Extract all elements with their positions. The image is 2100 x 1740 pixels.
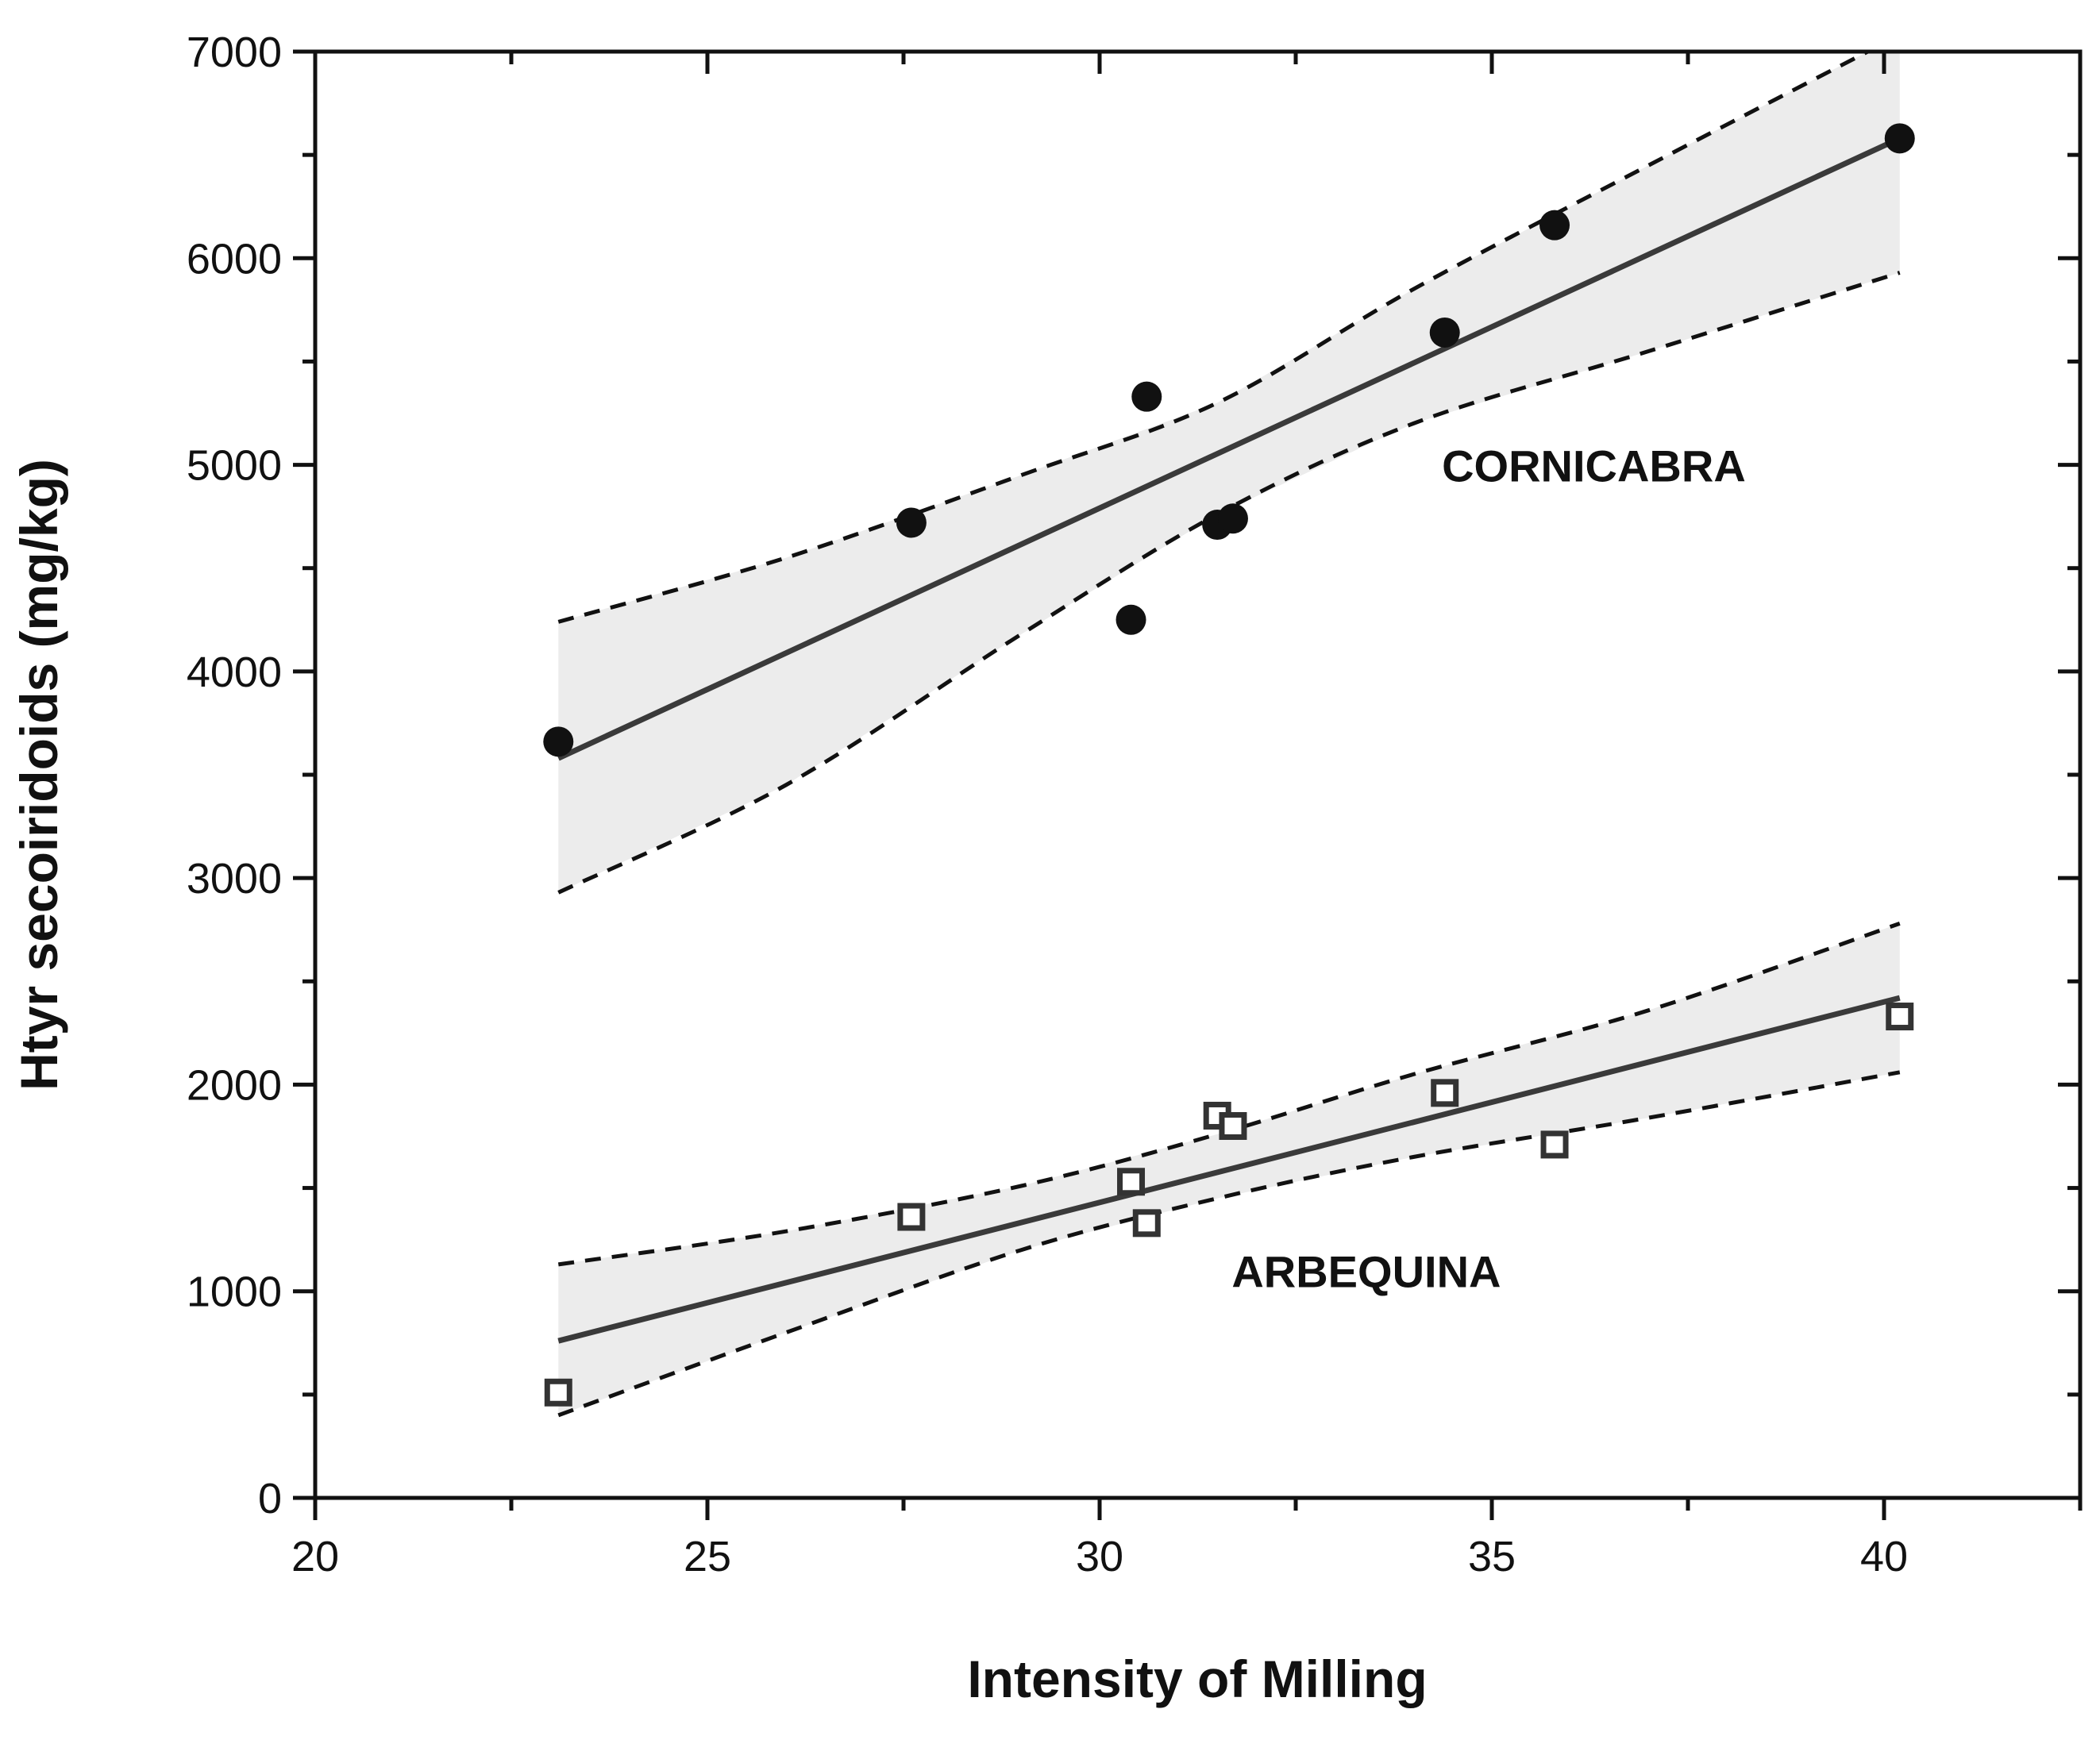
confidence-bands <box>558 52 1900 1415</box>
arbequina-point-9 <box>1886 1003 1914 1031</box>
cornicabra-point-8 <box>1539 210 1570 241</box>
y-tick-label-4000: 4000 <box>187 649 282 696</box>
cornicabra-confidence-band <box>558 52 1900 893</box>
arbequina-ci-upper-line <box>557 922 1901 1267</box>
data-points <box>543 123 1915 1407</box>
x-tick-label-20: 20 <box>291 1533 339 1580</box>
cornicabra-label: CORNICABRA <box>1442 441 1746 491</box>
cornicabra-point-2 <box>896 507 927 538</box>
fit-lines <box>557 136 1902 1344</box>
cornicabra-ci-upper-line <box>557 52 1873 624</box>
y-tick-label-2000: 2000 <box>187 1061 282 1109</box>
cornicabra-point-4 <box>1131 381 1162 412</box>
y-tick-label-5000: 5000 <box>187 442 282 490</box>
x-axis-title: Intensity of Milling <box>967 1650 1427 1708</box>
cornicabra-point-9 <box>1884 123 1915 154</box>
y-tick-label-6000: 6000 <box>187 235 282 283</box>
cornicabra-fit-line <box>557 136 1902 761</box>
arbequina-point-7 <box>1431 1079 1459 1107</box>
arbequina-point-8 <box>1540 1130 1569 1159</box>
x-tick-label-40: 40 <box>1860 1533 1908 1580</box>
cornicabra-point-3 <box>1116 604 1146 635</box>
group-annotations: CORNICABRA ARBEQUINA <box>1231 441 1745 1296</box>
x-axis-ticks: 20 25 30 35 40 <box>291 52 2083 1580</box>
arbequina-fit-line <box>557 995 1901 1344</box>
cornicabra-point-7 <box>1429 317 1460 348</box>
arbequina-point-3 <box>1117 1168 1146 1196</box>
arbequina-point-4 <box>1132 1209 1161 1238</box>
x-tick-label-35: 35 <box>1468 1533 1516 1580</box>
arbequina-point-1 <box>544 1378 572 1407</box>
arbequina-point-6 <box>1219 1111 1247 1140</box>
y-axis-ticks: 0 1000 2000 3000 4000 5000 6000 7000 <box>187 29 2080 1522</box>
x-tick-label-25: 25 <box>684 1533 731 1580</box>
arbequina-label: ARBEQUINA <box>1231 1247 1501 1297</box>
y-tick-label-0: 0 <box>258 1475 282 1522</box>
y-tick-label-7000: 7000 <box>187 29 282 76</box>
y-tick-label-3000: 3000 <box>187 855 282 903</box>
y-axis-title: Htyr secoiridoids (mg/kg) <box>10 459 68 1091</box>
arbequina-point-2 <box>897 1203 926 1231</box>
cornicabra-point-6 <box>1217 503 1248 534</box>
cornicabra-point-1 <box>543 726 574 757</box>
y-tick-label-1000: 1000 <box>187 1268 282 1316</box>
x-tick-label-30: 30 <box>1076 1533 1123 1580</box>
